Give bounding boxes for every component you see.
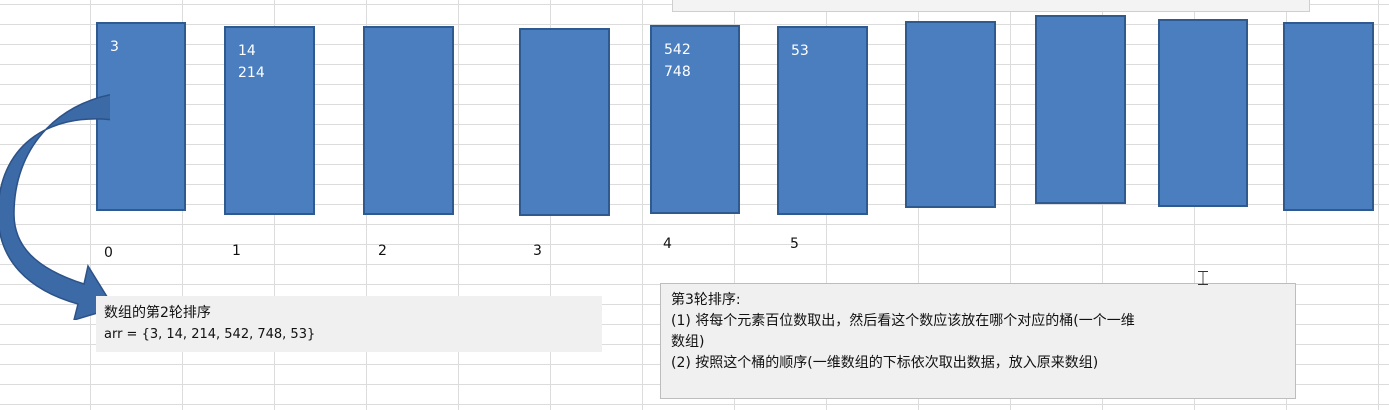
- bucket-index-label: 2: [378, 243, 387, 259]
- bucket-value: 748: [664, 64, 691, 80]
- bucket-6: [905, 21, 996, 208]
- round-3-title: 第3轮排序:: [671, 292, 741, 308]
- text-cursor-icon: ⌶: [1197, 266, 1209, 290]
- array-value: arr = {3, 14, 214, 542, 748, 53}: [104, 327, 316, 342]
- bucket-values: 3: [110, 36, 119, 58]
- bucket-values: 53: [791, 40, 809, 62]
- bucket-value: 14: [238, 43, 256, 59]
- bucket-index-label: 5: [790, 236, 799, 252]
- round-2-note: 数组的第2轮排序 arr = {3, 14, 214, 542, 748, 53…: [96, 296, 602, 352]
- bucket-values: 14 214: [238, 40, 265, 84]
- bucket-2: [363, 26, 454, 215]
- step-1-line-2: 数组): [671, 334, 705, 350]
- step-1-line-1: (1) 将每个元素百位数取出，然后看这个数应该放在哪个对应的桶(一个一维: [671, 313, 1135, 329]
- round-2-title: 数组的第2轮排序: [104, 305, 211, 321]
- step-2: (2) 按照这个桶的顺序(一维数组的下标依次取出数据，放入原来数组): [671, 355, 1099, 371]
- bucket-3: [519, 28, 610, 216]
- curved-arrow-icon: [0, 94, 110, 320]
- bucket-8: [1158, 19, 1248, 207]
- bucket-index-label: 1: [232, 243, 241, 259]
- bucket-value: 542: [664, 42, 691, 58]
- bucket-0: 3: [96, 22, 186, 211]
- bucket-value: 214: [238, 65, 265, 81]
- bucket-4: 542 748: [650, 25, 740, 214]
- bucket-5: 53: [777, 26, 868, 215]
- bucket-7: [1035, 15, 1126, 204]
- bucket-values: 542 748: [664, 39, 691, 83]
- round-3-note[interactable]: 第3轮排序: (1) 将每个元素百位数取出，然后看这个数应该放在哪个对应的桶(一…: [660, 283, 1296, 399]
- top-text-box: [672, 0, 1310, 12]
- bucket-index-label: 0: [104, 245, 113, 261]
- bucket-index-label: 3: [533, 243, 542, 259]
- bucket-9: [1283, 22, 1374, 211]
- bucket-value: 3: [110, 39, 119, 55]
- bucket-1: 14 214: [224, 26, 315, 215]
- bucket-value: 53: [791, 43, 809, 59]
- bucket-index-label: 4: [663, 236, 672, 252]
